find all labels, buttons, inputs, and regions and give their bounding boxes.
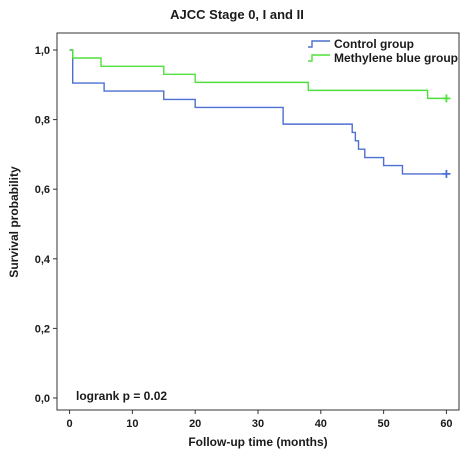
chart-title: AJCC Stage 0, I and II — [170, 7, 304, 22]
censor-mark-control-group — [442, 169, 451, 178]
logrank-annotation: logrank p = 0.02 — [76, 389, 167, 403]
y-tick-label: 0,4 — [35, 254, 51, 266]
legend-label-methylene-blue-group: Methylene blue group — [334, 51, 458, 65]
legend-swatch-control-group — [308, 40, 330, 48]
legend-label-control-group: Control group — [334, 37, 414, 51]
series-line-methylene-blue-group — [69, 49, 447, 100]
x-tick-label: 30 — [252, 418, 264, 430]
y-tick-label: 0,8 — [35, 115, 50, 127]
x-tick-label: 0 — [67, 418, 73, 430]
y-tick-label: 0,0 — [35, 393, 50, 405]
y-tick-label: 0,2 — [35, 323, 50, 335]
series-line-control-group — [69, 49, 447, 175]
x-axis-label: Follow-up time (months) — [188, 435, 327, 449]
y-axis-label: Survival probability — [7, 166, 21, 278]
x-tick-label: 40 — [315, 418, 327, 430]
plot-frame — [56, 32, 460, 411]
x-tick-label: 50 — [378, 418, 390, 430]
x-tick-label: 20 — [189, 418, 201, 430]
y-tick-label: 1,0 — [35, 45, 50, 57]
x-tick-label: 60 — [440, 418, 452, 430]
series-layer — [69, 49, 451, 178]
censor-mark-methylene-blue-group — [442, 94, 451, 103]
x-tick-label: 10 — [126, 418, 138, 430]
legend: Control group Methylene blue group — [308, 37, 458, 65]
axis-layer: 0 10 20 30 40 50 60 0,0 0,2 0,4 0,6 0,8 1,0 — [35, 45, 453, 430]
legend-swatch-methylene-blue-group — [308, 54, 330, 62]
y-tick-label: 0,6 — [35, 184, 50, 196]
